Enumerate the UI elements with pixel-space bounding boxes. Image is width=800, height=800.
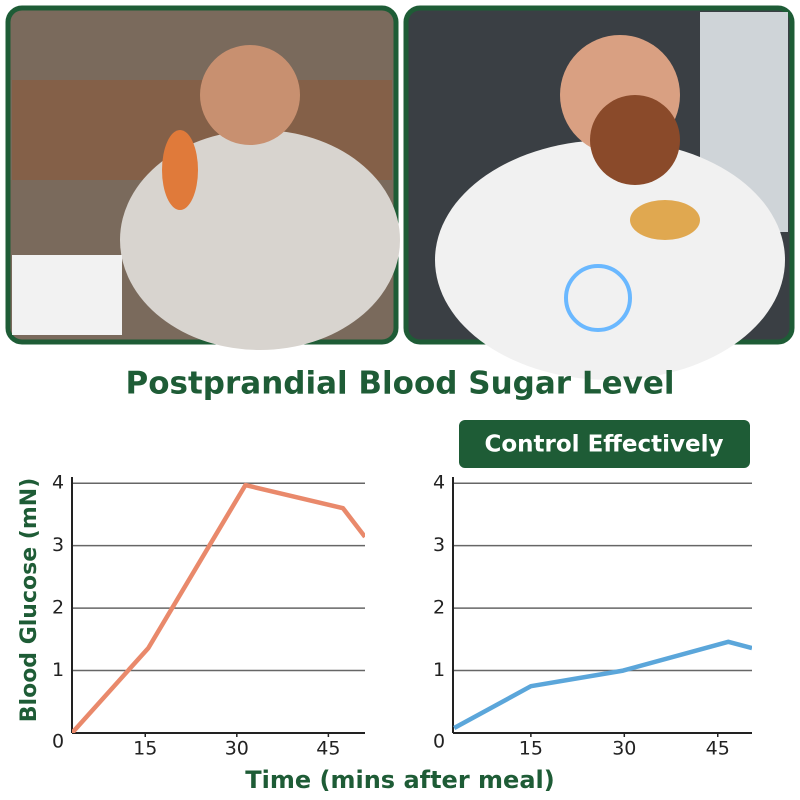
title: Postprandial Blood Sugar Level: [126, 366, 675, 402]
y-tick-label: 2: [52, 597, 64, 619]
x-tick-label: 30: [225, 738, 249, 760]
x-axis-label: Time (mins after meal): [245, 766, 554, 794]
y-tick-label: 4: [433, 472, 445, 494]
x-tick-label: 15: [519, 738, 543, 760]
photo-left: [5, 5, 400, 350]
x-tick-label: 15: [133, 738, 157, 760]
photo-right: [403, 5, 795, 380]
y-tick-label: 0: [52, 731, 64, 753]
badge-bg: [459, 420, 750, 468]
y-tick-label: 0: [433, 731, 445, 753]
x-tick-label: 30: [612, 738, 636, 760]
y-tick-label: 4: [52, 472, 64, 494]
y-tick-label: 1: [433, 659, 445, 681]
y-tick-label: 3: [433, 534, 445, 556]
data-line: [453, 639, 752, 730]
y-tick-label: 2: [433, 597, 445, 619]
y-tick-label: 3: [52, 534, 64, 556]
x-tick-label: 45: [706, 738, 730, 760]
badge: Control Effectively: [484, 432, 723, 458]
x-tick-label: 45: [316, 738, 340, 760]
y-axis-label: Blood Glucose (mN): [17, 478, 42, 722]
data-line: [72, 482, 365, 733]
y-tick-label: 1: [52, 659, 64, 681]
